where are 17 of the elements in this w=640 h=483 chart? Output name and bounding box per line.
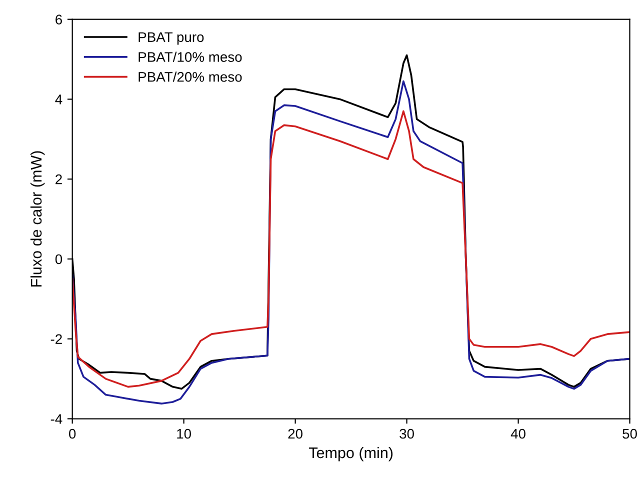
y-tick-label: 2 xyxy=(56,174,62,184)
legend-label: PBAT/10% meso xyxy=(138,52,242,62)
legend-label: PBAT puro xyxy=(138,32,204,45)
y-tick-label: -4 xyxy=(50,414,62,424)
x-tick-label: 50 xyxy=(622,428,637,439)
legend-label: PBAT/20% meso xyxy=(138,72,242,82)
y-tick-label: 4 xyxy=(55,94,62,104)
y-axis-title: Fluxo de calor (mW) xyxy=(30,151,45,287)
x-axis-title: Tempo (min) xyxy=(308,446,393,462)
x-tick-label: 10 xyxy=(177,428,191,439)
x-tick-label: 30 xyxy=(400,428,414,439)
y-tick-label: 0 xyxy=(55,254,62,264)
x-tick-label: 20 xyxy=(288,428,302,439)
x-tick-label: 40 xyxy=(510,428,526,439)
y-tick-label: 6 xyxy=(56,14,62,24)
y-tick-label: -2 xyxy=(50,334,62,344)
x-tick-label: 0 xyxy=(69,428,76,439)
